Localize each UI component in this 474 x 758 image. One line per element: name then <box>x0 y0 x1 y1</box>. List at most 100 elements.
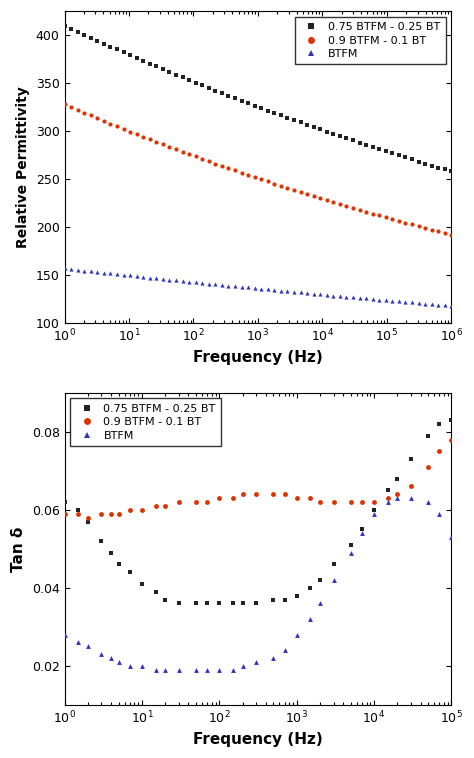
0.75 BTFM - 0.25 BT <box>384 484 392 496</box>
BTFM <box>192 664 200 676</box>
0.9 BTFM - 0.1 BT <box>61 99 68 111</box>
0.75 BTFM - 0.25 BT <box>229 597 237 609</box>
0.9 BTFM - 0.1 BT <box>113 121 121 133</box>
0.9 BTFM - 0.1 BT <box>251 171 258 183</box>
0.9 BTFM - 0.1 BT <box>369 208 376 220</box>
0.9 BTFM - 0.1 BT <box>330 496 337 508</box>
0.75 BTFM - 0.25 BT <box>415 155 422 168</box>
BTFM <box>317 288 324 300</box>
0.75 BTFM - 0.25 BT <box>175 597 182 609</box>
0.9 BTFM - 0.1 BT <box>146 133 154 146</box>
BTFM <box>192 276 200 288</box>
BTFM <box>179 275 186 287</box>
0.75 BTFM - 0.25 BT <box>264 105 272 117</box>
0.75 BTFM - 0.25 BT <box>67 23 75 35</box>
0.9 BTFM - 0.1 BT <box>225 162 232 174</box>
BTFM <box>407 492 415 504</box>
BTFM <box>185 276 193 288</box>
BTFM <box>133 270 140 282</box>
BTFM <box>401 296 409 308</box>
0.9 BTFM - 0.1 BT <box>290 184 298 196</box>
0.9 BTFM - 0.1 BT <box>205 155 212 168</box>
0.75 BTFM - 0.25 BT <box>370 504 378 516</box>
0.9 BTFM - 0.1 BT <box>303 188 311 200</box>
0.75 BTFM - 0.25 BT <box>347 539 355 551</box>
0.75 BTFM - 0.25 BT <box>349 134 357 146</box>
BTFM <box>146 271 154 283</box>
Legend: 0.75 BTFM - 0.25 BT, 0.9 BTFM - 0.1 BT, BTFM: 0.75 BTFM - 0.25 BT, 0.9 BTFM - 0.1 BT, … <box>70 399 221 446</box>
0.75 BTFM - 0.25 BT <box>107 40 114 52</box>
BTFM <box>277 284 285 296</box>
0.75 BTFM - 0.25 BT <box>270 594 277 606</box>
0.9 BTFM - 0.1 BT <box>159 138 167 150</box>
0.75 BTFM - 0.25 BT <box>408 153 416 165</box>
0.9 BTFM - 0.1 BT <box>218 160 226 172</box>
0.75 BTFM - 0.25 BT <box>428 159 436 171</box>
0.9 BTFM - 0.1 BT <box>179 146 186 158</box>
0.75 BTFM - 0.25 BT <box>362 139 370 151</box>
0.9 BTFM - 0.1 BT <box>107 508 115 520</box>
0.75 BTFM - 0.25 BT <box>310 121 318 133</box>
0.9 BTFM - 0.1 BT <box>257 174 265 186</box>
BTFM <box>239 659 246 672</box>
BTFM <box>225 280 232 292</box>
0.75 BTFM - 0.25 BT <box>113 43 121 55</box>
0.75 BTFM - 0.25 BT <box>401 152 409 164</box>
0.75 BTFM - 0.25 BT <box>115 559 122 571</box>
BTFM <box>310 287 318 299</box>
0.75 BTFM - 0.25 BT <box>159 63 167 75</box>
0.9 BTFM - 0.1 BT <box>252 488 260 500</box>
0.75 BTFM - 0.25 BT <box>293 590 301 602</box>
0.75 BTFM - 0.25 BT <box>185 74 193 86</box>
0.9 BTFM - 0.1 BT <box>271 177 278 190</box>
0.9 BTFM - 0.1 BT <box>393 488 401 500</box>
BTFM <box>152 664 159 676</box>
0.75 BTFM - 0.25 BT <box>231 92 239 105</box>
BTFM <box>356 292 364 304</box>
BTFM <box>303 287 311 299</box>
BTFM <box>61 628 68 641</box>
BTFM <box>161 664 169 676</box>
0.9 BTFM - 0.1 BT <box>192 150 200 162</box>
0.75 BTFM - 0.25 BT <box>100 38 108 50</box>
0.75 BTFM - 0.25 BT <box>161 594 169 606</box>
BTFM <box>271 284 278 296</box>
0.9 BTFM - 0.1 BT <box>424 461 432 473</box>
BTFM <box>115 656 122 668</box>
0.75 BTFM - 0.25 BT <box>358 523 366 535</box>
0.75 BTFM - 0.25 BT <box>146 58 154 70</box>
BTFM <box>281 644 289 656</box>
0.9 BTFM - 0.1 BT <box>421 222 429 234</box>
BTFM <box>87 265 94 277</box>
BTFM <box>347 547 355 559</box>
0.75 BTFM - 0.25 BT <box>93 35 101 47</box>
0.9 BTFM - 0.1 BT <box>238 167 246 179</box>
BTFM <box>384 496 392 508</box>
BTFM <box>74 637 82 649</box>
BTFM <box>349 291 357 303</box>
BTFM <box>244 281 252 293</box>
0.9 BTFM - 0.1 BT <box>74 104 82 116</box>
0.9 BTFM - 0.1 BT <box>139 130 147 143</box>
0.9 BTFM - 0.1 BT <box>293 492 301 504</box>
0.75 BTFM - 0.25 BT <box>252 597 260 609</box>
BTFM <box>107 268 114 280</box>
BTFM <box>316 597 324 609</box>
0.75 BTFM - 0.25 BT <box>281 594 289 606</box>
BTFM <box>382 294 390 306</box>
0.9 BTFM - 0.1 BT <box>447 434 455 446</box>
0.75 BTFM - 0.25 BT <box>329 128 337 140</box>
0.75 BTFM - 0.25 BT <box>199 80 206 92</box>
0.75 BTFM - 0.25 BT <box>138 578 146 590</box>
BTFM <box>107 652 115 664</box>
BTFM <box>93 266 101 278</box>
0.9 BTFM - 0.1 BT <box>384 492 392 504</box>
BTFM <box>428 298 436 310</box>
0.75 BTFM - 0.25 BT <box>87 32 94 44</box>
0.75 BTFM - 0.25 BT <box>203 597 211 609</box>
0.75 BTFM - 0.25 BT <box>316 574 324 586</box>
0.75 BTFM - 0.25 BT <box>239 597 246 609</box>
0.75 BTFM - 0.25 BT <box>139 55 147 67</box>
0.9 BTFM - 0.1 BT <box>229 492 237 504</box>
0.9 BTFM - 0.1 BT <box>264 175 272 187</box>
